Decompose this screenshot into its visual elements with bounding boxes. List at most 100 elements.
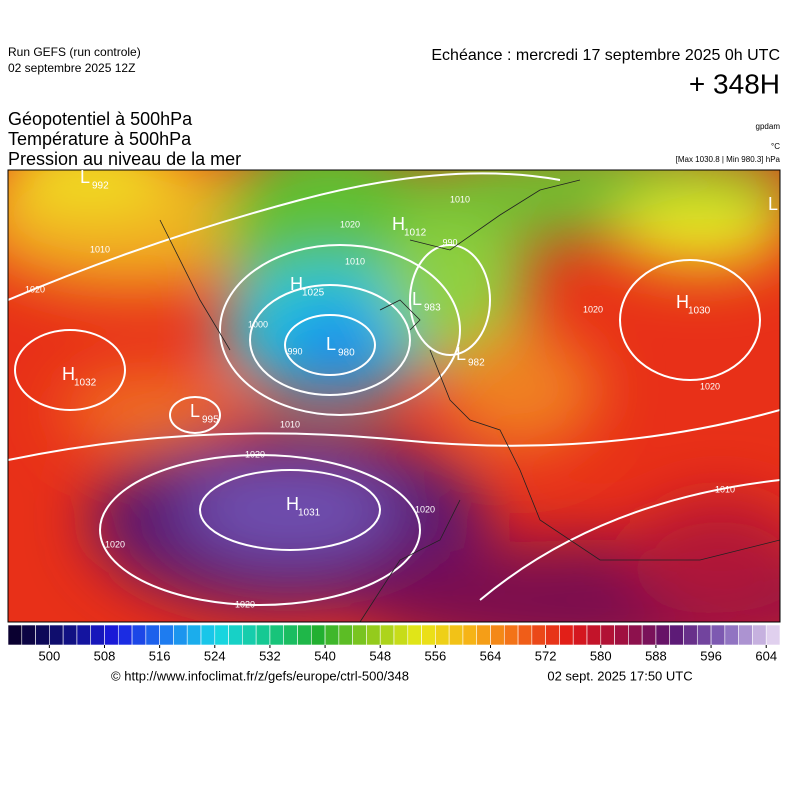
colorbar-tick-label: 588 bbox=[645, 648, 667, 663]
colorbar-cell bbox=[76, 624, 92, 646]
colorbar-cell bbox=[435, 624, 450, 646]
colorbar-cell bbox=[752, 624, 767, 646]
colorbar-cell bbox=[35, 624, 50, 646]
colorbar-cell bbox=[7, 624, 23, 646]
system-letter: H bbox=[392, 214, 405, 234]
colorbar-cell bbox=[683, 624, 698, 646]
colorbar-cell bbox=[379, 624, 395, 646]
colorbar-cell bbox=[352, 624, 367, 646]
colorbar-cell bbox=[448, 624, 464, 646]
colorbar-cell bbox=[21, 624, 36, 646]
colorbar-cell bbox=[159, 624, 174, 646]
colorbar-cell bbox=[49, 624, 64, 646]
colorbar-cell bbox=[283, 624, 298, 646]
system-letter: H bbox=[62, 364, 75, 384]
system-letter: H bbox=[676, 292, 689, 312]
colorbar-tick-label: 564 bbox=[480, 648, 502, 663]
isobar-label: 1020 bbox=[105, 539, 125, 549]
colorbar: 500 508 516 524 532 540 548 556 564 572 580 588 596 6… bbox=[7, 624, 781, 663]
isobar-label: 1010 bbox=[345, 256, 365, 266]
field: Géopotentiel à 500hPa bbox=[8, 109, 193, 129]
colorbar-tick-label: 516 bbox=[149, 648, 171, 663]
system-value: 1025 bbox=[302, 288, 325, 299]
colorbar-tick-label: 532 bbox=[259, 648, 281, 663]
colorbar-cell bbox=[228, 624, 243, 646]
field: Température à 500hPa bbox=[8, 129, 192, 149]
colorbar-cell bbox=[517, 624, 533, 646]
isobar-label: 990 bbox=[442, 237, 457, 247]
colorbar-cell bbox=[393, 624, 409, 646]
lead-time: + 348H bbox=[689, 68, 780, 99]
isobar-label: 1020 bbox=[340, 219, 360, 229]
generated: 02 sept. 2025 17:50 UTC bbox=[547, 668, 692, 683]
colorbar-cell bbox=[738, 624, 753, 646]
colorbar-cell bbox=[338, 624, 353, 646]
colorbar-cell bbox=[490, 624, 505, 646]
colorbar-cell bbox=[614, 624, 629, 646]
colorbar-cell bbox=[366, 624, 381, 646]
system-letter: L bbox=[412, 289, 422, 309]
map-frame bbox=[7, 169, 781, 623]
isobar-label: 1000 bbox=[248, 319, 268, 329]
colorbar-cell bbox=[214, 624, 229, 646]
isobar-label: 1010 bbox=[450, 194, 470, 204]
colorbar-tick-label: 508 bbox=[94, 648, 116, 663]
colorbar-cell bbox=[462, 624, 478, 646]
system-letter: L bbox=[768, 194, 778, 214]
system-value: 1012 bbox=[404, 228, 427, 239]
colorbar-cell bbox=[104, 624, 119, 646]
system-letter: L bbox=[456, 344, 466, 364]
colorbar-cell bbox=[600, 624, 615, 646]
isobar-label: 1020 bbox=[415, 504, 435, 514]
isobar-label: 990 bbox=[287, 346, 302, 356]
colorbar-tick-label: 604 bbox=[755, 648, 777, 663]
colorbar-tick-label: 556 bbox=[425, 648, 447, 663]
colorbar-cell bbox=[421, 624, 436, 646]
colorbar-cell bbox=[310, 624, 326, 646]
colorbar-cell bbox=[641, 624, 657, 646]
colorbar-cell bbox=[407, 624, 422, 646]
run-date: 02 septembre 2025 12Z bbox=[8, 61, 135, 75]
colorbar-cell bbox=[655, 624, 671, 646]
isobar-label: 1020 bbox=[235, 599, 255, 609]
colorbar-cell bbox=[255, 624, 271, 646]
isobar-label: 1020 bbox=[583, 304, 603, 314]
system-value: 992 bbox=[92, 181, 109, 192]
unit: gpdam bbox=[756, 122, 781, 131]
colorbar-cell bbox=[173, 624, 188, 646]
colorbar-cell bbox=[200, 624, 216, 646]
colorbar-cell bbox=[696, 624, 712, 646]
colorbar-tick-label: 524 bbox=[204, 648, 226, 663]
colorbar-tick-label: 572 bbox=[535, 648, 557, 663]
system-letter: L bbox=[80, 167, 90, 187]
colorbar-cell bbox=[324, 624, 340, 646]
isobar-label: 1020 bbox=[245, 449, 265, 459]
system-value: 1032 bbox=[74, 378, 97, 389]
colorbar-cell bbox=[269, 624, 285, 646]
colorbar-tick-label: 548 bbox=[369, 648, 391, 663]
system-value: 983 bbox=[424, 303, 441, 314]
colorbar-cell bbox=[62, 624, 78, 646]
system-letter: L bbox=[326, 334, 336, 354]
system-letter: H bbox=[290, 274, 303, 294]
colorbar-cell bbox=[572, 624, 588, 646]
colorbar-cell bbox=[90, 624, 105, 646]
field: Pression au niveau de la mer bbox=[8, 149, 241, 169]
system-value: 995 bbox=[202, 415, 219, 426]
colorbar-cell bbox=[145, 624, 160, 646]
colorbar-cell bbox=[242, 624, 257, 646]
valid-time: Echéance : mercredi 17 septembre 2025 0h… bbox=[431, 47, 780, 64]
colorbar-tick-label: 596 bbox=[700, 648, 722, 663]
isobar-label: 1010 bbox=[280, 419, 300, 429]
run: Run GEFS (run controle) bbox=[8, 45, 141, 59]
system-value: 1 bbox=[780, 208, 786, 219]
map bbox=[8, 170, 780, 622]
unit: [Max 1030.8 | Min 980.3] hPa bbox=[676, 155, 781, 164]
colorbar-cell bbox=[186, 624, 202, 646]
source: © http://www.infoclimat.fr/z/gefs/europe… bbox=[111, 668, 409, 683]
colorbar-cell bbox=[559, 624, 574, 646]
system-value: 980 bbox=[338, 348, 355, 359]
colorbar-cell bbox=[531, 624, 546, 646]
system-letter: H bbox=[286, 494, 299, 514]
